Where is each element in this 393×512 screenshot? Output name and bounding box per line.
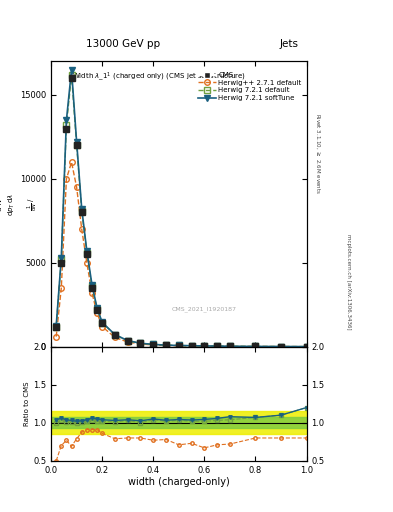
Text: mcplots.cern.ch [arXiv:1306.3436]: mcplots.cern.ch [arXiv:1306.3436] (346, 234, 351, 329)
Text: Width $\lambda\_1^1$ (charged only) (CMS jet substructure): Width $\lambda\_1^1$ (charged only) (CMS… (72, 70, 246, 83)
Text: 13000 GeV pp: 13000 GeV pp (86, 38, 161, 49)
Text: Rivet 3.1.10, $\geq$ 2.6M events: Rivet 3.1.10, $\geq$ 2.6M events (314, 113, 322, 194)
Text: Jets: Jets (280, 38, 299, 49)
Legend: CMS, Herwig++ 2.7.1 default, Herwig 7.2.1 default, Herwig 7.2.1 softTune: CMS, Herwig++ 2.7.1 default, Herwig 7.2.… (197, 71, 303, 102)
X-axis label: width (charged-only): width (charged-only) (128, 477, 230, 487)
Text: CMS_2021_I1920187: CMS_2021_I1920187 (171, 307, 236, 312)
Y-axis label: $\mathrm{d}^2N$
$\mathrm{d}p_T\,\mathrm{d}\lambda$

$\frac{1}{\mathrm{d}N}$ /: $\mathrm{d}^2N$ $\mathrm{d}p_T\,\mathrm{… (0, 193, 40, 216)
Y-axis label: Ratio to CMS: Ratio to CMS (24, 381, 30, 426)
